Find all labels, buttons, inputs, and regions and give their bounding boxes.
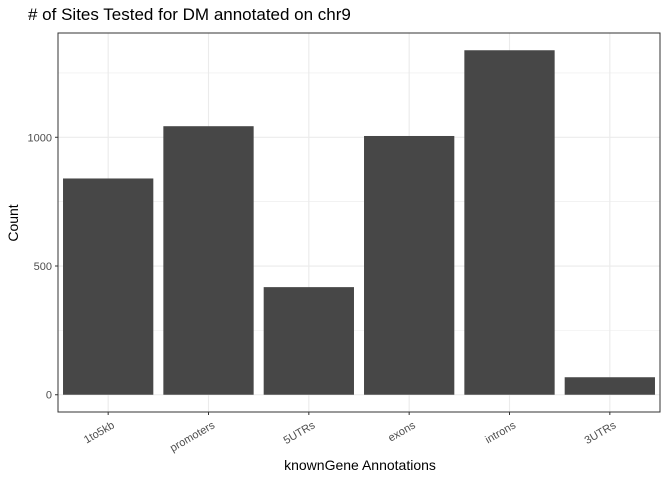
bar-exons (364, 136, 454, 395)
y-tick-label: 1000 (28, 132, 52, 144)
y-tick-label: 0 (46, 390, 52, 402)
x-axis: 1to5kb promoters 5UTRs exons introns 3UTRs (82, 412, 619, 455)
x-tick-label: 5UTRs (282, 419, 318, 447)
chart-title: # of Sites Tested for DM annotated on ch… (28, 5, 351, 24)
x-tick-label: promoters (168, 419, 217, 454)
bar-1to5kb (63, 178, 153, 394)
x-tick-label: 1to5kb (82, 419, 117, 446)
y-axis-title: Count (5, 204, 21, 241)
x-tick-label: 3UTRs (583, 419, 619, 447)
y-axis: 0 500 1000 (28, 132, 58, 401)
x-tick-label: exons (386, 419, 418, 444)
x-tick-label: introns (483, 419, 518, 446)
y-tick-label: 500 (34, 261, 52, 273)
bar-5UTRs (264, 287, 354, 395)
x-axis-title: knownGene Annotations (284, 457, 436, 473)
bar-3UTRs (565, 377, 655, 395)
bar-introns (464, 50, 554, 394)
bar-promoters (163, 126, 253, 395)
